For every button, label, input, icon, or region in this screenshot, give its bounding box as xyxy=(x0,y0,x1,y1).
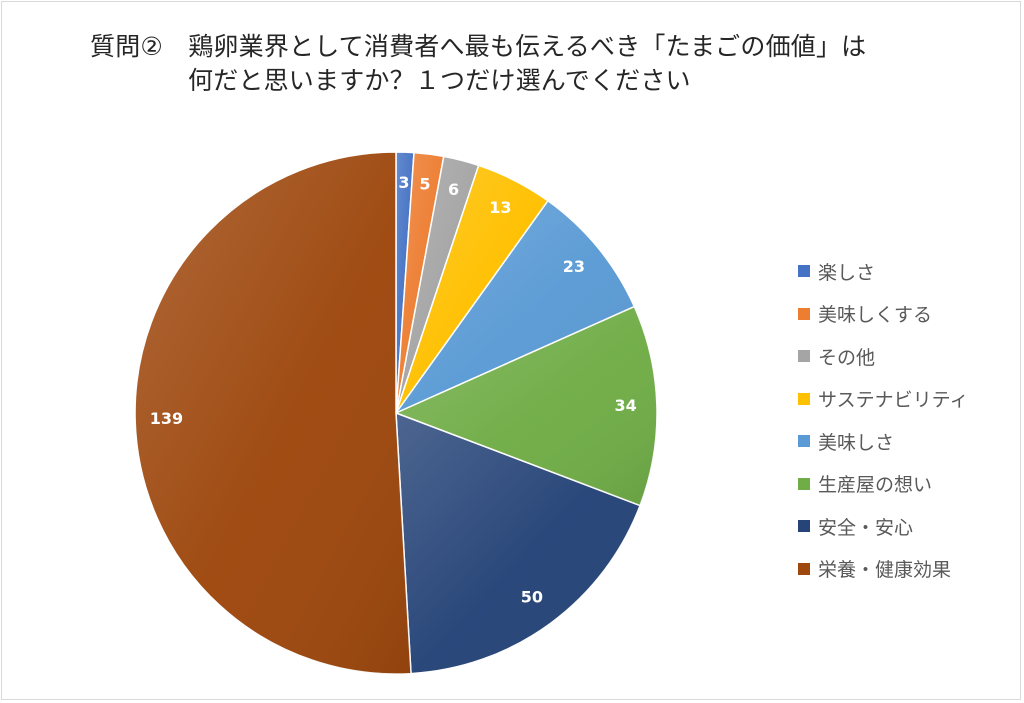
legend-swatch-2 xyxy=(798,307,810,320)
legend-swatch-4 xyxy=(798,392,810,405)
chart-legend: 楽しさ美味しくする その他サステナビリティ 美味しさ生産屋の想い 安全・安心栄養・健康… xyxy=(798,250,1013,590)
legend-item-1: 楽しさ xyxy=(798,250,1013,293)
pie-slices xyxy=(134,151,658,675)
legend-label-美味しさ: 美味しさ xyxy=(818,431,895,454)
legend-label-栄養-健康効果: 栄養・健康効果 xyxy=(818,559,952,582)
chart-title-line-1: 質問② 鶏卵業界として消費者へ最も伝えるべき「たまごの価値」は xyxy=(90,32,867,61)
chart-title: 質問② 鶏卵業界として消費者へ最も伝えるべき「たまごの価値」は 何だと思いますか… xyxy=(90,30,950,98)
legend-label-美味しくする: 美味しくする xyxy=(818,304,933,327)
chart-title-line-2: 何だと思いますか？１つだけ選んでください xyxy=(188,66,691,95)
legend-label-安全-安心: 安全・安心 xyxy=(818,516,914,539)
legend-item-2: 美味しくする xyxy=(798,293,1013,336)
data-label-5: 23 xyxy=(563,257,585,276)
legend-item-7: 安全・安心 xyxy=(798,505,1013,548)
data-label-7: 50 xyxy=(521,588,543,607)
data-label-3: 6 xyxy=(448,180,459,199)
legend-swatch-5 xyxy=(798,435,810,448)
legend-swatch-7 xyxy=(798,520,810,533)
legend-label-生産屋の想い: 生産屋の想い xyxy=(818,474,933,497)
legend-swatch-1 xyxy=(798,265,810,278)
legend-swatch-8 xyxy=(798,562,810,575)
data-label-4: 13 xyxy=(489,198,511,217)
data-label-1: 3 xyxy=(398,173,409,192)
legend-label-サステナビリティ: サステナビリティ xyxy=(818,389,969,412)
legend-item-5: 美味しさ xyxy=(798,420,1013,463)
data-label-8: 139 xyxy=(150,409,183,428)
data-label-6: 34 xyxy=(614,396,636,415)
legend-swatch-6 xyxy=(798,477,810,490)
legend-item-3: その他 xyxy=(798,335,1013,378)
legend-swatch-3 xyxy=(798,350,810,363)
legend-label-その他: その他 xyxy=(818,346,876,369)
legend-label-楽しさ: 楽しさ xyxy=(818,261,876,284)
legend-item-6: 生産屋の想い xyxy=(798,463,1013,506)
pie-data-labels: 3 5 6 13 23 34 50 139 xyxy=(150,173,637,607)
legend-item-4: サステナビリティ xyxy=(798,378,1013,421)
data-label-2: 5 xyxy=(419,175,430,194)
legend-item-8: 栄養・健康効果 xyxy=(798,548,1013,591)
